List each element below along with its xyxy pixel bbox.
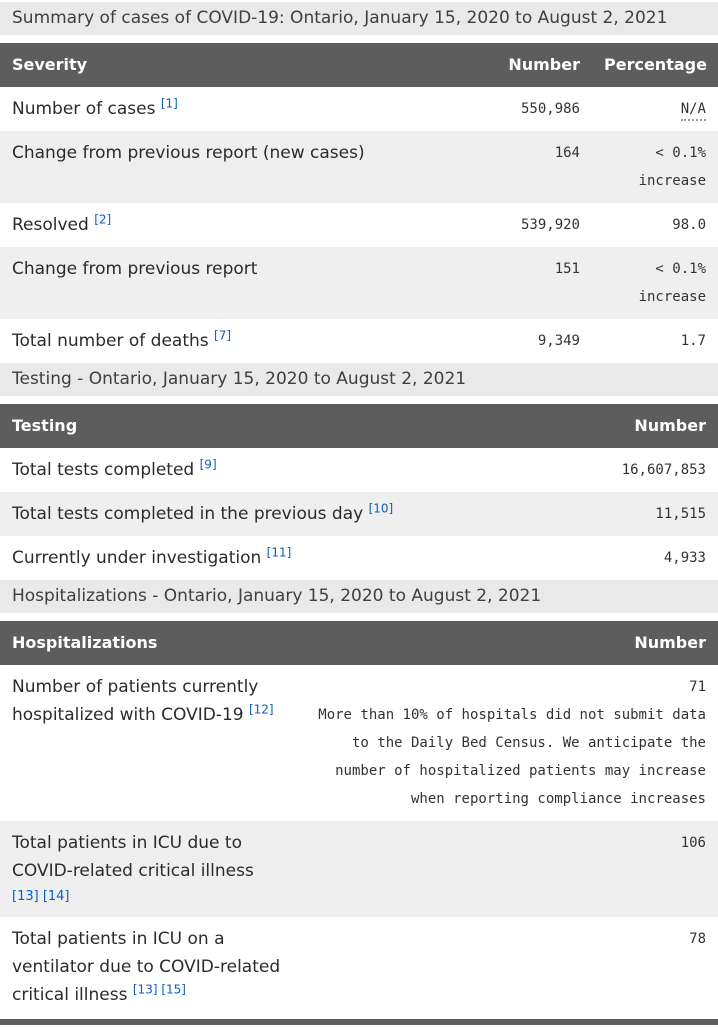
percentage-cell: < 0.1% increase: [592, 247, 718, 319]
row-label: Total tests completed in the previous da…: [12, 504, 364, 524]
column-header-testing: Testing: [0, 404, 520, 448]
number-cell: 16,607,853: [621, 462, 706, 478]
summary-cases-table: Severity Number Percentage Number of cas…: [0, 43, 718, 363]
percentage-direction: increase: [638, 173, 706, 189]
footnote-ref-link[interactable]: [10]: [368, 501, 394, 516]
number-cell: 9,349: [537, 333, 580, 349]
percentage-cell: 1.7: [680, 333, 706, 349]
percentage-value: < 0.1%: [655, 261, 706, 277]
row-label: Number of patients currently hospitalize…: [12, 677, 259, 725]
row-label-cell: Total tests completed in the previous da…: [0, 492, 520, 536]
percentage-value: < 0.1%: [655, 145, 706, 161]
footnote-ref-link[interactable]: [1]: [160, 96, 178, 111]
na-abbreviation: N/A: [680, 101, 706, 121]
row-label: Currently under investigation: [12, 548, 262, 568]
testing-table: Testing Number Total tests completed [9]…: [0, 404, 718, 580]
column-header-percentage: Percentage: [592, 43, 718, 87]
number-cell: 550,986: [520, 101, 580, 117]
table-row: Total number of deaths [7] 9,349 1.7: [0, 319, 718, 363]
percentage-direction: increase: [638, 289, 706, 305]
row-label-cell: Total number of deaths [7]: [0, 319, 420, 363]
summary-table-caption: Summary of cases of COVID-19: Ontario, J…: [0, 2, 718, 35]
row-label-cell: Total patients in ICU due to COVID-relat…: [0, 821, 306, 917]
row-label: Change from previous report (new cases): [12, 143, 365, 163]
number-cell: 539,920: [520, 217, 580, 233]
row-label: Number of cases: [12, 99, 156, 119]
hospitalizations-table: Hospitalizations Number Number of patien…: [0, 621, 718, 1017]
row-label: Resolved: [12, 215, 89, 235]
footnote-ref-links[interactable]: [13] [14]: [12, 889, 70, 904]
row-label: Total tests completed: [12, 460, 195, 480]
column-header-severity: Severity: [0, 43, 420, 87]
row-label-cell: Number of patients currently hospitalize…: [0, 665, 306, 821]
number-cell: 4,933: [663, 550, 706, 566]
footnote-ref-link[interactable]: [12]: [248, 702, 274, 717]
table-row: Total tests completed [9] 16,607,853: [0, 448, 718, 492]
number-cell: 164: [420, 131, 592, 203]
percentage-cell: < 0.1% increase: [592, 131, 718, 203]
percentage-cell: 98.0: [672, 217, 706, 233]
row-label-cell: Resolved [2]: [0, 203, 420, 247]
table-row: Number of cases [1] 550,986 N/A: [0, 87, 718, 131]
table-row: Change from previous report (new cases) …: [0, 131, 718, 203]
row-label: Change from previous report: [12, 259, 258, 279]
row-label-cell: Change from previous report (new cases): [0, 131, 420, 203]
number-cell: 106: [306, 821, 718, 917]
table-row: Total patients in ICU on a ventilator du…: [0, 917, 718, 1017]
column-header-hospitalizations: Hospitalizations: [0, 621, 306, 665]
table-row: Number of patients currently hospitalize…: [0, 665, 718, 821]
footnote-ref-link[interactable]: [7]: [214, 328, 232, 343]
footnote-ref-link[interactable]: [9]: [199, 457, 217, 472]
summary-header-row: Severity Number Percentage: [0, 43, 718, 87]
number-cell: 78: [689, 931, 706, 947]
footnote-ref-link[interactable]: [13] [15]: [132, 982, 186, 997]
column-header-number: Number: [306, 621, 718, 665]
footnote-ref-link[interactable]: [11]: [266, 545, 292, 560]
table-row: Total tests completed in the previous da…: [0, 492, 718, 536]
row-label: Total patients in ICU due to COVID-relat…: [12, 833, 254, 881]
testing-table-caption: Testing - Ontario, January 15, 2020 to A…: [0, 363, 718, 396]
column-header-number: Number: [420, 43, 592, 87]
column-header-number: Number: [520, 404, 718, 448]
table-row: Currently under investigation [11] 4,933: [0, 536, 718, 580]
next-table-header-cutoff: [0, 1019, 718, 1025]
row-label: Total number of deaths: [12, 331, 209, 351]
row-label: Total patients in ICU on a ventilator du…: [12, 929, 281, 1005]
percentage-cell: N/A: [592, 87, 718, 131]
hospitalizations-table-caption: Hospitalizations - Ontario, January 15, …: [0, 580, 718, 613]
hospital-reporting-note: More than 10% of hospitals did not submi…: [318, 707, 706, 807]
row-label-cell: Currently under investigation [11]: [0, 536, 520, 580]
row-label-cell: Change from previous report: [0, 247, 420, 319]
number-cell: 11,515: [520, 492, 718, 536]
table-row: Total patients in ICU due to COVID-relat…: [0, 821, 718, 917]
table-row: Resolved [2] 539,920 98.0: [0, 203, 718, 247]
footnote-ref-link[interactable]: [2]: [94, 212, 112, 227]
row-label-cell: Total patients in ICU on a ventilator du…: [0, 917, 306, 1017]
testing-header-row: Testing Number: [0, 404, 718, 448]
table-row: Change from previous report 151 < 0.1% i…: [0, 247, 718, 319]
number-value: 71: [689, 679, 706, 695]
row-label-cell: Total tests completed [9]: [0, 448, 520, 492]
number-cell: 151: [420, 247, 592, 319]
row-label-cell: Number of cases [1]: [0, 87, 420, 131]
hospitalizations-header-row: Hospitalizations Number: [0, 621, 718, 665]
number-cell: 71 More than 10% of hospitals did not su…: [306, 665, 718, 821]
